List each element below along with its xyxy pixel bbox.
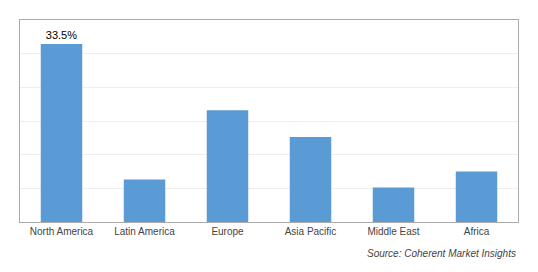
- svg-text:North America: North America: [30, 226, 94, 237]
- svg-text:Middle East: Middle East: [367, 226, 419, 237]
- svg-text:Latin America: Latin America: [114, 226, 175, 237]
- svg-text:Source: Coherent Market Insigh: Source: Coherent Market Insights: [367, 248, 516, 259]
- svg-text:Africa: Africa: [464, 226, 490, 237]
- svg-text:Europe: Europe: [211, 226, 244, 237]
- svg-text:Asia Pacific: Asia Pacific: [285, 226, 337, 237]
- svg-text:33.5%: 33.5%: [46, 29, 77, 41]
